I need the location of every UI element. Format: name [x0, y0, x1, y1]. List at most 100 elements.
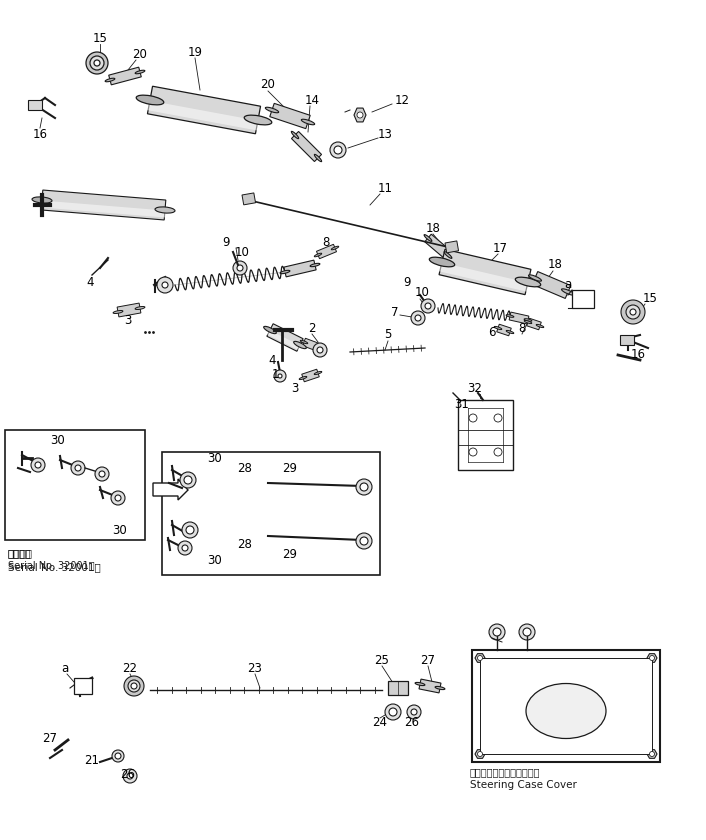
Polygon shape: [303, 339, 321, 352]
Polygon shape: [475, 749, 485, 759]
Ellipse shape: [314, 155, 322, 161]
Text: 27: 27: [42, 732, 57, 744]
Circle shape: [95, 467, 109, 481]
Text: 3: 3: [292, 381, 299, 395]
Polygon shape: [270, 103, 310, 129]
Circle shape: [650, 655, 654, 660]
Polygon shape: [267, 323, 303, 351]
Text: 29: 29: [282, 461, 297, 475]
Text: 2: 2: [309, 322, 316, 334]
Text: 7: 7: [391, 306, 399, 318]
Polygon shape: [647, 749, 657, 759]
Polygon shape: [354, 108, 366, 122]
Text: 8: 8: [518, 322, 526, 334]
Text: 32: 32: [467, 381, 482, 395]
Ellipse shape: [135, 307, 145, 309]
Text: 3: 3: [124, 313, 132, 327]
Circle shape: [123, 769, 137, 783]
Ellipse shape: [524, 320, 532, 323]
Ellipse shape: [265, 108, 279, 113]
Text: 25: 25: [375, 654, 390, 666]
Circle shape: [389, 708, 397, 716]
Polygon shape: [292, 132, 321, 161]
Text: 22: 22: [123, 662, 138, 675]
Bar: [74, 678, 92, 694]
Circle shape: [519, 624, 535, 640]
Circle shape: [415, 315, 421, 321]
Polygon shape: [497, 324, 511, 336]
Circle shape: [313, 343, 327, 357]
Text: 26: 26: [121, 769, 136, 781]
Text: ステアリングケースカバー: ステアリングケースカバー: [470, 767, 541, 777]
Text: 15: 15: [92, 31, 107, 45]
Circle shape: [86, 52, 108, 74]
Polygon shape: [439, 249, 531, 295]
Text: 8: 8: [323, 237, 330, 249]
Circle shape: [407, 705, 421, 719]
Circle shape: [182, 545, 188, 551]
Circle shape: [469, 414, 477, 422]
Circle shape: [477, 752, 482, 757]
Circle shape: [650, 752, 654, 757]
Circle shape: [115, 495, 121, 501]
Circle shape: [493, 628, 501, 636]
Text: 適用番号: 適用番号: [8, 548, 32, 558]
Ellipse shape: [435, 686, 445, 690]
Ellipse shape: [429, 257, 455, 267]
Text: a: a: [564, 279, 572, 291]
Bar: [620, 335, 634, 345]
Circle shape: [75, 465, 81, 471]
Circle shape: [71, 461, 85, 475]
Polygon shape: [475, 654, 485, 662]
Text: 16: 16: [32, 129, 47, 141]
Text: 4: 4: [86, 276, 94, 290]
Ellipse shape: [444, 252, 452, 259]
Ellipse shape: [310, 263, 320, 266]
Circle shape: [157, 277, 173, 293]
Polygon shape: [527, 318, 542, 330]
Circle shape: [330, 142, 346, 158]
Polygon shape: [117, 303, 141, 317]
Circle shape: [626, 305, 640, 319]
Ellipse shape: [113, 311, 123, 313]
Circle shape: [425, 303, 431, 309]
Circle shape: [360, 537, 368, 545]
Text: a: a: [61, 662, 68, 675]
Text: 26: 26: [405, 716, 419, 728]
Text: 13: 13: [378, 129, 393, 141]
Circle shape: [411, 709, 417, 715]
Ellipse shape: [314, 371, 322, 375]
Text: 30: 30: [208, 554, 222, 566]
Ellipse shape: [424, 234, 432, 241]
Bar: [445, 241, 459, 253]
Polygon shape: [153, 479, 188, 500]
Ellipse shape: [529, 275, 542, 281]
Circle shape: [494, 448, 502, 456]
Circle shape: [317, 347, 323, 353]
Text: 28: 28: [237, 461, 253, 475]
Text: 20: 20: [261, 78, 275, 92]
Circle shape: [477, 655, 482, 660]
Bar: [28, 100, 42, 110]
Text: 5: 5: [384, 328, 392, 342]
Polygon shape: [316, 244, 337, 259]
Ellipse shape: [135, 71, 145, 74]
Text: 29: 29: [282, 549, 297, 561]
Polygon shape: [509, 312, 529, 324]
Text: 10: 10: [414, 286, 429, 300]
Ellipse shape: [506, 330, 514, 333]
Circle shape: [124, 676, 144, 696]
Ellipse shape: [494, 327, 502, 329]
Text: 18: 18: [426, 222, 441, 234]
Text: 16: 16: [630, 349, 645, 361]
Ellipse shape: [301, 119, 315, 125]
Circle shape: [469, 448, 477, 456]
Circle shape: [131, 683, 137, 689]
Text: 30: 30: [51, 433, 66, 447]
Text: 19: 19: [188, 45, 203, 59]
Circle shape: [115, 753, 121, 759]
Text: 4: 4: [268, 354, 276, 366]
Circle shape: [274, 370, 286, 382]
Ellipse shape: [314, 253, 322, 257]
Circle shape: [94, 60, 100, 66]
